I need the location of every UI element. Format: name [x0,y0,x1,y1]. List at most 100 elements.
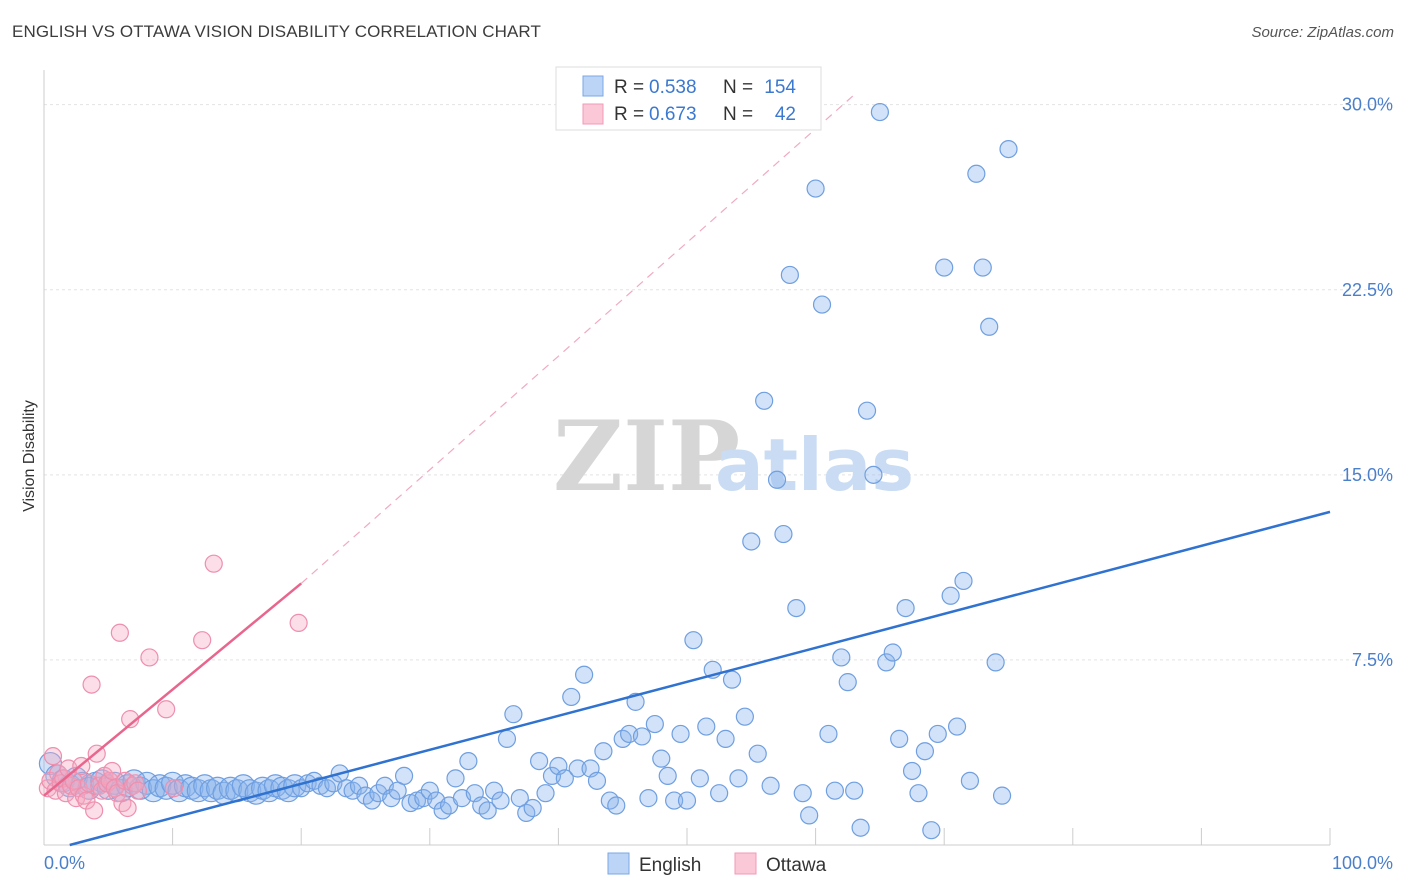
point-english-99 [677,791,697,810]
point-english-145 [973,258,992,277]
point-english-95 [652,749,671,768]
point-english-94 [645,714,664,734]
legend-r-english: 0.538 [649,77,697,98]
point-ottawa-25 [103,761,122,781]
point-english-106 [722,670,742,689]
point-english-107 [729,769,748,788]
point-english-130 [877,653,896,672]
legend-swatch-english [582,75,604,97]
watermark: ZIP atlas [553,400,914,513]
point-english-108 [735,707,754,726]
point-english-131 [883,643,902,662]
point-english-123 [832,648,851,667]
point-english-83 [575,665,594,684]
point-ottawa-33 [123,776,142,795]
point-english-120 [812,295,832,314]
point-english-142 [954,571,973,591]
legend-n-ottawa: 42 [775,104,796,125]
point-english-93 [639,789,658,808]
point-english-110 [748,744,767,763]
point-ottawa-40 [204,554,223,573]
series-legend-swatch-english [607,852,630,875]
point-english-77 [536,784,555,803]
legend-r-label-ottawa: R = [614,104,644,125]
point-english-113 [767,470,787,489]
point-english-85 [587,771,607,790]
point-english-115 [780,265,799,285]
point-english-116 [787,598,806,618]
point-english-53 [382,789,401,808]
point-english-139 [935,258,954,277]
series-legend-label-english: English [639,855,701,876]
point-english-114 [774,524,793,544]
point-ottawa-29 [113,793,132,813]
point-english-98 [671,724,690,744]
y-tick-label-2: 22.5% [1342,280,1393,300]
point-english-50 [362,791,382,810]
point-english-144 [967,164,986,183]
point-ottawa-34 [126,774,145,793]
point-english-122 [825,781,844,800]
point-ottawa-31 [118,798,137,818]
point-ottawa-18 [85,801,104,820]
point-ottawa-35 [128,781,147,800]
point-english-140 [941,586,960,605]
point-ottawa-2 [43,747,63,766]
point-ottawa-41 [289,613,308,633]
watermark-zip: ZIP [553,400,740,513]
point-english-126 [851,818,870,837]
point-english-48 [349,776,369,795]
point-english-65 [459,751,478,771]
point-english-72 [504,705,523,724]
point-english-149 [999,139,1018,159]
point-english-124 [838,673,857,692]
point-english-97 [665,791,684,810]
point-english-102 [697,717,716,736]
point-ottawa-28 [110,623,129,642]
point-english-70 [491,791,510,810]
point-english-137 [922,821,941,840]
legend-r-label-english: R = [614,77,644,98]
point-ottawa-39 [193,631,212,650]
point-english-112 [761,776,780,795]
legend-n-label-ottawa: N = [723,104,753,125]
point-english-111 [755,391,774,410]
trend-line-ottawa-extension [300,94,855,584]
x-tick-label-min: 0.0% [44,853,85,873]
point-english-138 [928,724,947,744]
trend-line-ottawa [43,582,302,797]
point-english-118 [800,806,819,825]
grid-lines [44,104,1390,661]
point-ottawa-26 [105,779,124,798]
point-english-76 [530,751,549,771]
point-ottawa-15 [77,791,96,810]
trend-line-english [69,510,1331,847]
point-ottawa-17 [82,675,101,694]
series-legend: English Ottawa [607,852,827,876]
point-ottawa-36 [140,648,159,667]
trend-lines [43,94,1331,847]
point-english-100 [684,631,703,650]
x-tick-label-max: 100.0% [1332,853,1393,873]
point-english-128 [864,465,883,484]
legend-n-label-english: N = [723,77,753,98]
point-english-59 [420,781,439,800]
point-english-129 [870,102,890,122]
point-english-69 [485,781,504,800]
point-english-109 [742,532,761,551]
point-english-117 [793,784,812,803]
y-axis-label: Vision Disability [21,400,38,512]
point-english-143 [960,771,980,790]
y-tick-labels: 7.5% 15.0% 22.5% 30.0% [1342,95,1393,670]
point-ottawa-38 [164,779,183,798]
point-english-81 [562,687,581,707]
y-tick-label-0: 7.5% [1352,650,1393,670]
point-english-96 [658,766,677,786]
point-english-119 [806,179,825,198]
point-english-125 [845,781,864,800]
point-english-105 [716,729,735,748]
point-english-92 [632,727,652,746]
point-english-82 [568,759,587,778]
y-tick-label-3: 30.0% [1342,95,1393,115]
